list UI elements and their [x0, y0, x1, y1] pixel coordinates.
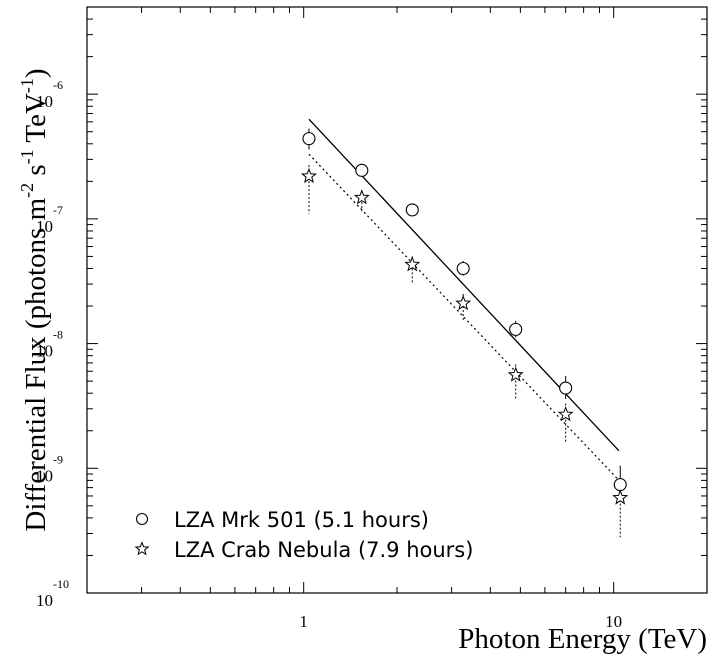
y-tick-label-exponent: -7 [53, 203, 63, 217]
y-tick-label: 10-8 [36, 328, 63, 361]
mrk501-point [559, 381, 573, 395]
x-axis-label: Photon Energy (TeV) [458, 623, 707, 655]
x-tick-label: 1 [299, 612, 308, 631]
y-tick-label-base: 10 [36, 591, 53, 610]
crab-point [353, 189, 370, 205]
legend-label: LZA Mrk 501 (5.1 hours) [174, 508, 429, 532]
legend: LZA Mrk 501 (5.1 hours) LZA Crab Nebula (… [134, 508, 473, 562]
mrk501-point [509, 322, 523, 336]
y-axis-label-mid2: TeV [20, 93, 52, 149]
axis-ticks [86, 6, 708, 594]
y-tick-label: 10-6 [36, 78, 63, 111]
data-markers [300, 132, 629, 505]
mrk501-point [355, 163, 369, 177]
legend-star-marker [134, 541, 150, 556]
y-axis-label-end: ) [20, 68, 52, 78]
mrk501-point [456, 261, 470, 276]
crab-point [557, 406, 574, 422]
y-axis-label-base: Differential Flux (photons m [20, 197, 52, 531]
crab-point [455, 295, 472, 311]
crab-point [507, 366, 524, 382]
y-tick-label: 10-9 [36, 452, 63, 485]
crab-point [404, 256, 421, 272]
y-tick-label-base: 10 [36, 92, 53, 111]
y-axis-label-exp2: -1 [17, 149, 37, 164]
y-tick-label-base: 10 [36, 466, 53, 485]
y-tick-label-exponent: -8 [53, 328, 63, 342]
mrk501-point [302, 132, 316, 146]
crab-point [300, 167, 317, 183]
y-tick-label: 10-7 [36, 203, 63, 236]
mrk501-point [405, 203, 419, 217]
y-axis-label: Differential Flux (photons m-2 s-1 TeV-1… [17, 68, 52, 531]
x-tick-label: 10 [605, 612, 622, 631]
plot-frame [86, 6, 708, 594]
error-bars [308, 128, 621, 538]
legend-label: LZA Crab Nebula (7.9 hours) [174, 538, 473, 562]
y-tick-label-exponent: -10 [53, 577, 69, 591]
y-tick-label: 10-10 [36, 577, 69, 610]
legend-circle-marker [135, 512, 149, 526]
crab-point [612, 489, 629, 505]
y-tick-label-base: 10 [36, 342, 53, 361]
y-axis-label-exp1: -2 [17, 183, 37, 198]
y-axis-label-mid1: s [20, 164, 52, 183]
crab-fit-line [308, 153, 620, 481]
y-tick-label-exponent: -6 [53, 78, 63, 92]
y-axis-label-exp3: -1 [17, 78, 37, 93]
y-tick-label-base: 10 [36, 217, 53, 236]
y-tick-label-exponent: -9 [53, 452, 63, 466]
mrk501-point [613, 478, 627, 492]
